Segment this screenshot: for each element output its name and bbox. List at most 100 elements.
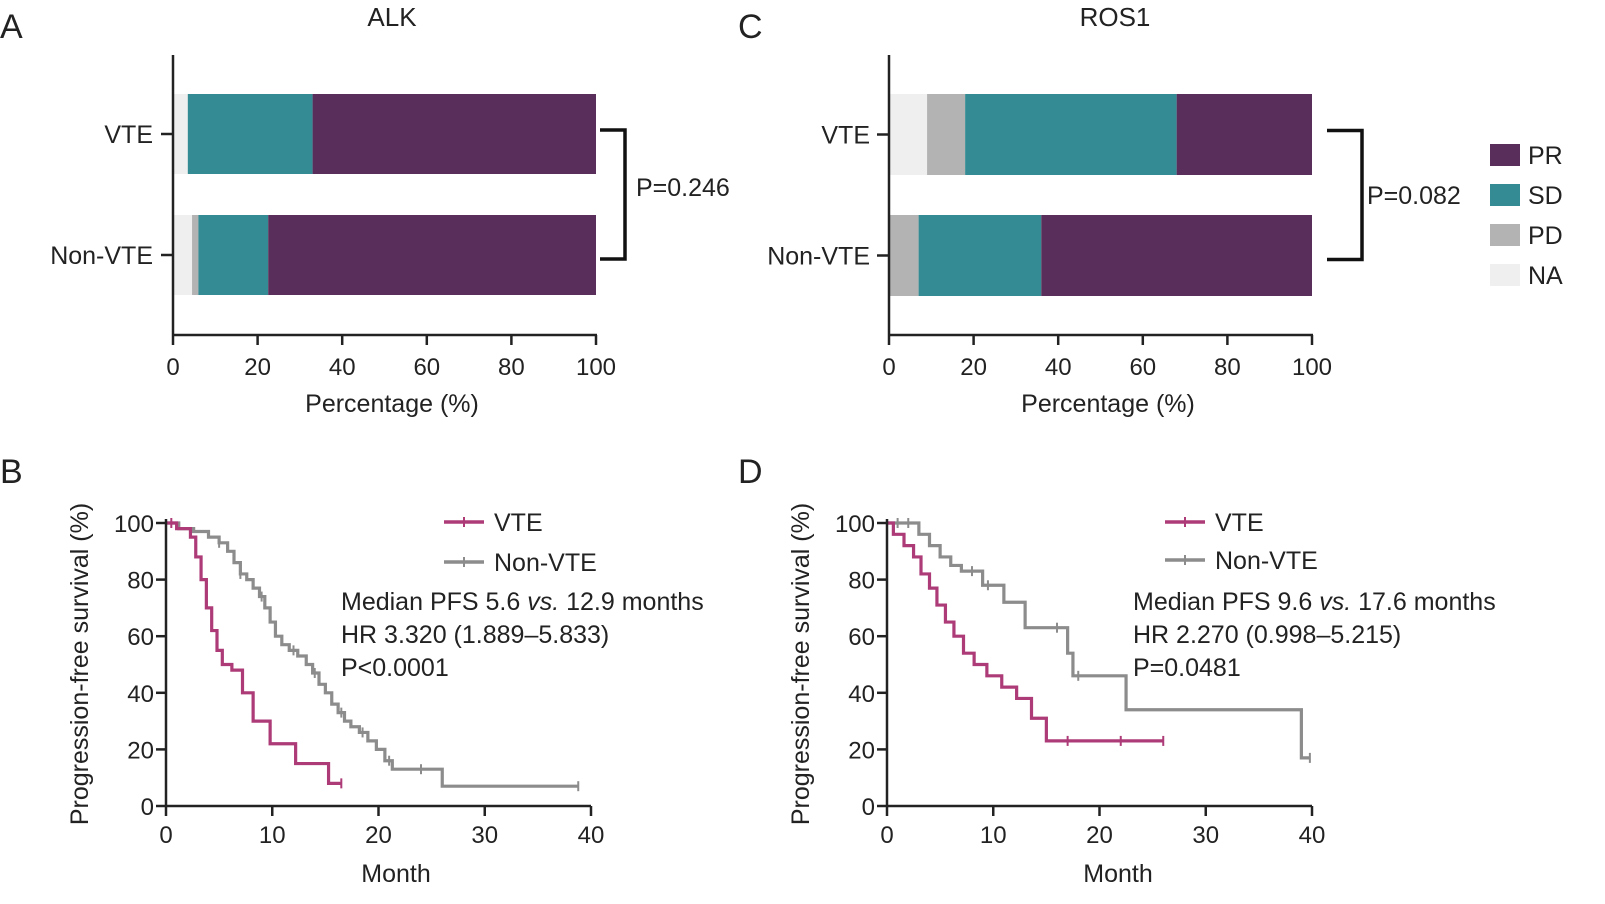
panel-letter-a: A xyxy=(0,8,23,46)
curve-non-vte xyxy=(166,521,580,792)
y-tick-label: 60 xyxy=(127,624,154,651)
axes: 0 20 40 60 80 100 0 10 20 30 40 xyxy=(835,511,1325,849)
legend-item-sd: SD xyxy=(1490,182,1563,210)
legend-label: VTE xyxy=(1215,509,1264,537)
legend-item-vte: VTE xyxy=(444,509,543,537)
legend-label: NA xyxy=(1528,262,1563,290)
x-tick-label: 0 xyxy=(882,354,895,381)
legend-label: PR xyxy=(1528,142,1563,170)
median-pfs-suffix: 12.9 months xyxy=(559,588,704,616)
x-tick-label: 10 xyxy=(980,822,1007,849)
y-tick-label: 0 xyxy=(141,794,154,821)
bracket-line xyxy=(1327,128,1364,262)
x-tick-label: 0 xyxy=(166,354,179,381)
axes: VTE Non-VTE 0 20 40 60 80 100 xyxy=(50,55,616,381)
bar-segment-sd xyxy=(198,215,269,295)
response-legend: PR SD PD NA xyxy=(1490,142,1563,290)
x-tick-label: 80 xyxy=(498,354,525,381)
x-tick-label: 60 xyxy=(1129,354,1156,381)
y-tick-label: 0 xyxy=(862,794,875,821)
y-tick-label: 40 xyxy=(127,681,154,708)
median-pfs-vs: vs. xyxy=(527,588,559,616)
legend-swatch xyxy=(1490,264,1520,286)
y-tick-label: 100 xyxy=(835,511,875,538)
median-pfs-vs: vs. xyxy=(1319,588,1351,616)
legend-item-na: NA xyxy=(1490,262,1563,290)
significance-bracket xyxy=(1327,128,1364,262)
category-label: VTE xyxy=(104,121,153,149)
survival-curves xyxy=(887,518,1311,763)
curve-vte xyxy=(166,518,343,789)
bar-segment-sd xyxy=(965,94,1177,175)
bar-segment-pr xyxy=(268,215,596,295)
legend-swatch xyxy=(1490,144,1520,166)
bar-segment-sd xyxy=(187,94,313,174)
bar-segment-na xyxy=(889,94,928,175)
y-tick-label: 80 xyxy=(848,568,875,595)
bar-segment-na xyxy=(173,94,188,174)
p-value: P=0.246 xyxy=(636,174,730,202)
curve-non-vte xyxy=(887,518,1311,763)
x-tick-label: 0 xyxy=(880,822,893,849)
legend-label: SD xyxy=(1528,182,1563,210)
category-label: Non-VTE xyxy=(767,243,870,271)
legend-label: VTE xyxy=(494,509,543,537)
bar-segment-sd xyxy=(918,215,1042,296)
hazard-ratio-text: HR 2.270 (0.998–5.215) xyxy=(1133,621,1401,649)
bar-segment-pr xyxy=(1176,94,1312,175)
panel-letter-c: C xyxy=(738,8,763,46)
hazard-ratio-text: HR 3.320 (1.889–5.833) xyxy=(341,621,609,649)
survival-line xyxy=(166,521,342,785)
survival-curves xyxy=(166,518,580,792)
legend-item-vte: VTE xyxy=(1165,509,1264,537)
x-tick-label: 30 xyxy=(471,822,498,849)
panel-letter-d: D xyxy=(738,453,763,491)
panel-a-alk-response: ALK VTE Non-VTE 0 20 40 60 80 100 Percentage (%… xyxy=(50,2,730,418)
p-value-text: P<0.0001 xyxy=(341,654,449,682)
x-tick-label: 100 xyxy=(576,354,616,381)
x-tick-label: 0 xyxy=(159,822,172,849)
survival-line xyxy=(887,521,1164,743)
legend-label: Non-VTE xyxy=(1215,547,1318,575)
y-tick-label: 40 xyxy=(848,681,875,708)
x-tick-label: 20 xyxy=(244,354,271,381)
x-tick-label: 40 xyxy=(1299,822,1326,849)
panel-d-ros1-pfs: 0 20 40 60 80 100 0 10 20 30 40 Month Progression-… xyxy=(787,503,1496,888)
category-label: VTE xyxy=(821,122,870,150)
axes: 0 20 40 60 80 100 0 10 20 30 40 xyxy=(114,511,604,849)
legend-item-pd: PD xyxy=(1490,222,1563,250)
legend-label: PD xyxy=(1528,222,1563,250)
x-tick-label: 60 xyxy=(413,354,440,381)
legend-swatch xyxy=(1490,224,1520,246)
curve-legend: VTE Non-VTE xyxy=(444,509,597,577)
x-axis-label: Month xyxy=(361,860,430,888)
median-pfs-text: Median PFS 5.6 vs. 12.9 months xyxy=(341,588,704,616)
y-tick-label: 80 xyxy=(127,568,154,595)
category-label: Non-VTE xyxy=(50,242,153,270)
y-tick-label: 100 xyxy=(114,511,154,538)
y-tick-label: 20 xyxy=(848,737,875,764)
bar-segment-pr xyxy=(312,94,596,174)
y-tick-label: 20 xyxy=(127,737,154,764)
axes: VTE Non-VTE 0 20 40 60 80 100 xyxy=(767,55,1332,381)
curve-vte xyxy=(887,521,1165,746)
curve-legend: VTE Non-VTE xyxy=(1165,509,1318,575)
legend-swatch xyxy=(1490,184,1520,206)
y-axis-label: Progression-free survival (%) xyxy=(787,503,815,825)
bars xyxy=(889,94,1312,296)
bracket-line xyxy=(600,128,627,261)
x-tick-label: 30 xyxy=(1192,822,1219,849)
p-value: P=0.082 xyxy=(1367,182,1461,210)
x-axis-label: Percentage (%) xyxy=(305,390,479,418)
bar-segment-pd xyxy=(192,215,199,295)
y-axis-label: Progression-free survival (%) xyxy=(66,503,94,825)
median-pfs-text: Median PFS 9.6 vs. 17.6 months xyxy=(1133,588,1496,616)
bar-row-vte xyxy=(173,94,596,174)
survival-line xyxy=(887,521,1310,760)
bar-row-vte xyxy=(889,94,1312,175)
legend-label: Non-VTE xyxy=(494,549,597,577)
legend-item-non-vte: Non-VTE xyxy=(444,549,597,577)
bar-row-non-vte xyxy=(889,215,1312,296)
x-tick-label: 20 xyxy=(365,822,392,849)
bar-row-non-vte xyxy=(173,215,596,295)
